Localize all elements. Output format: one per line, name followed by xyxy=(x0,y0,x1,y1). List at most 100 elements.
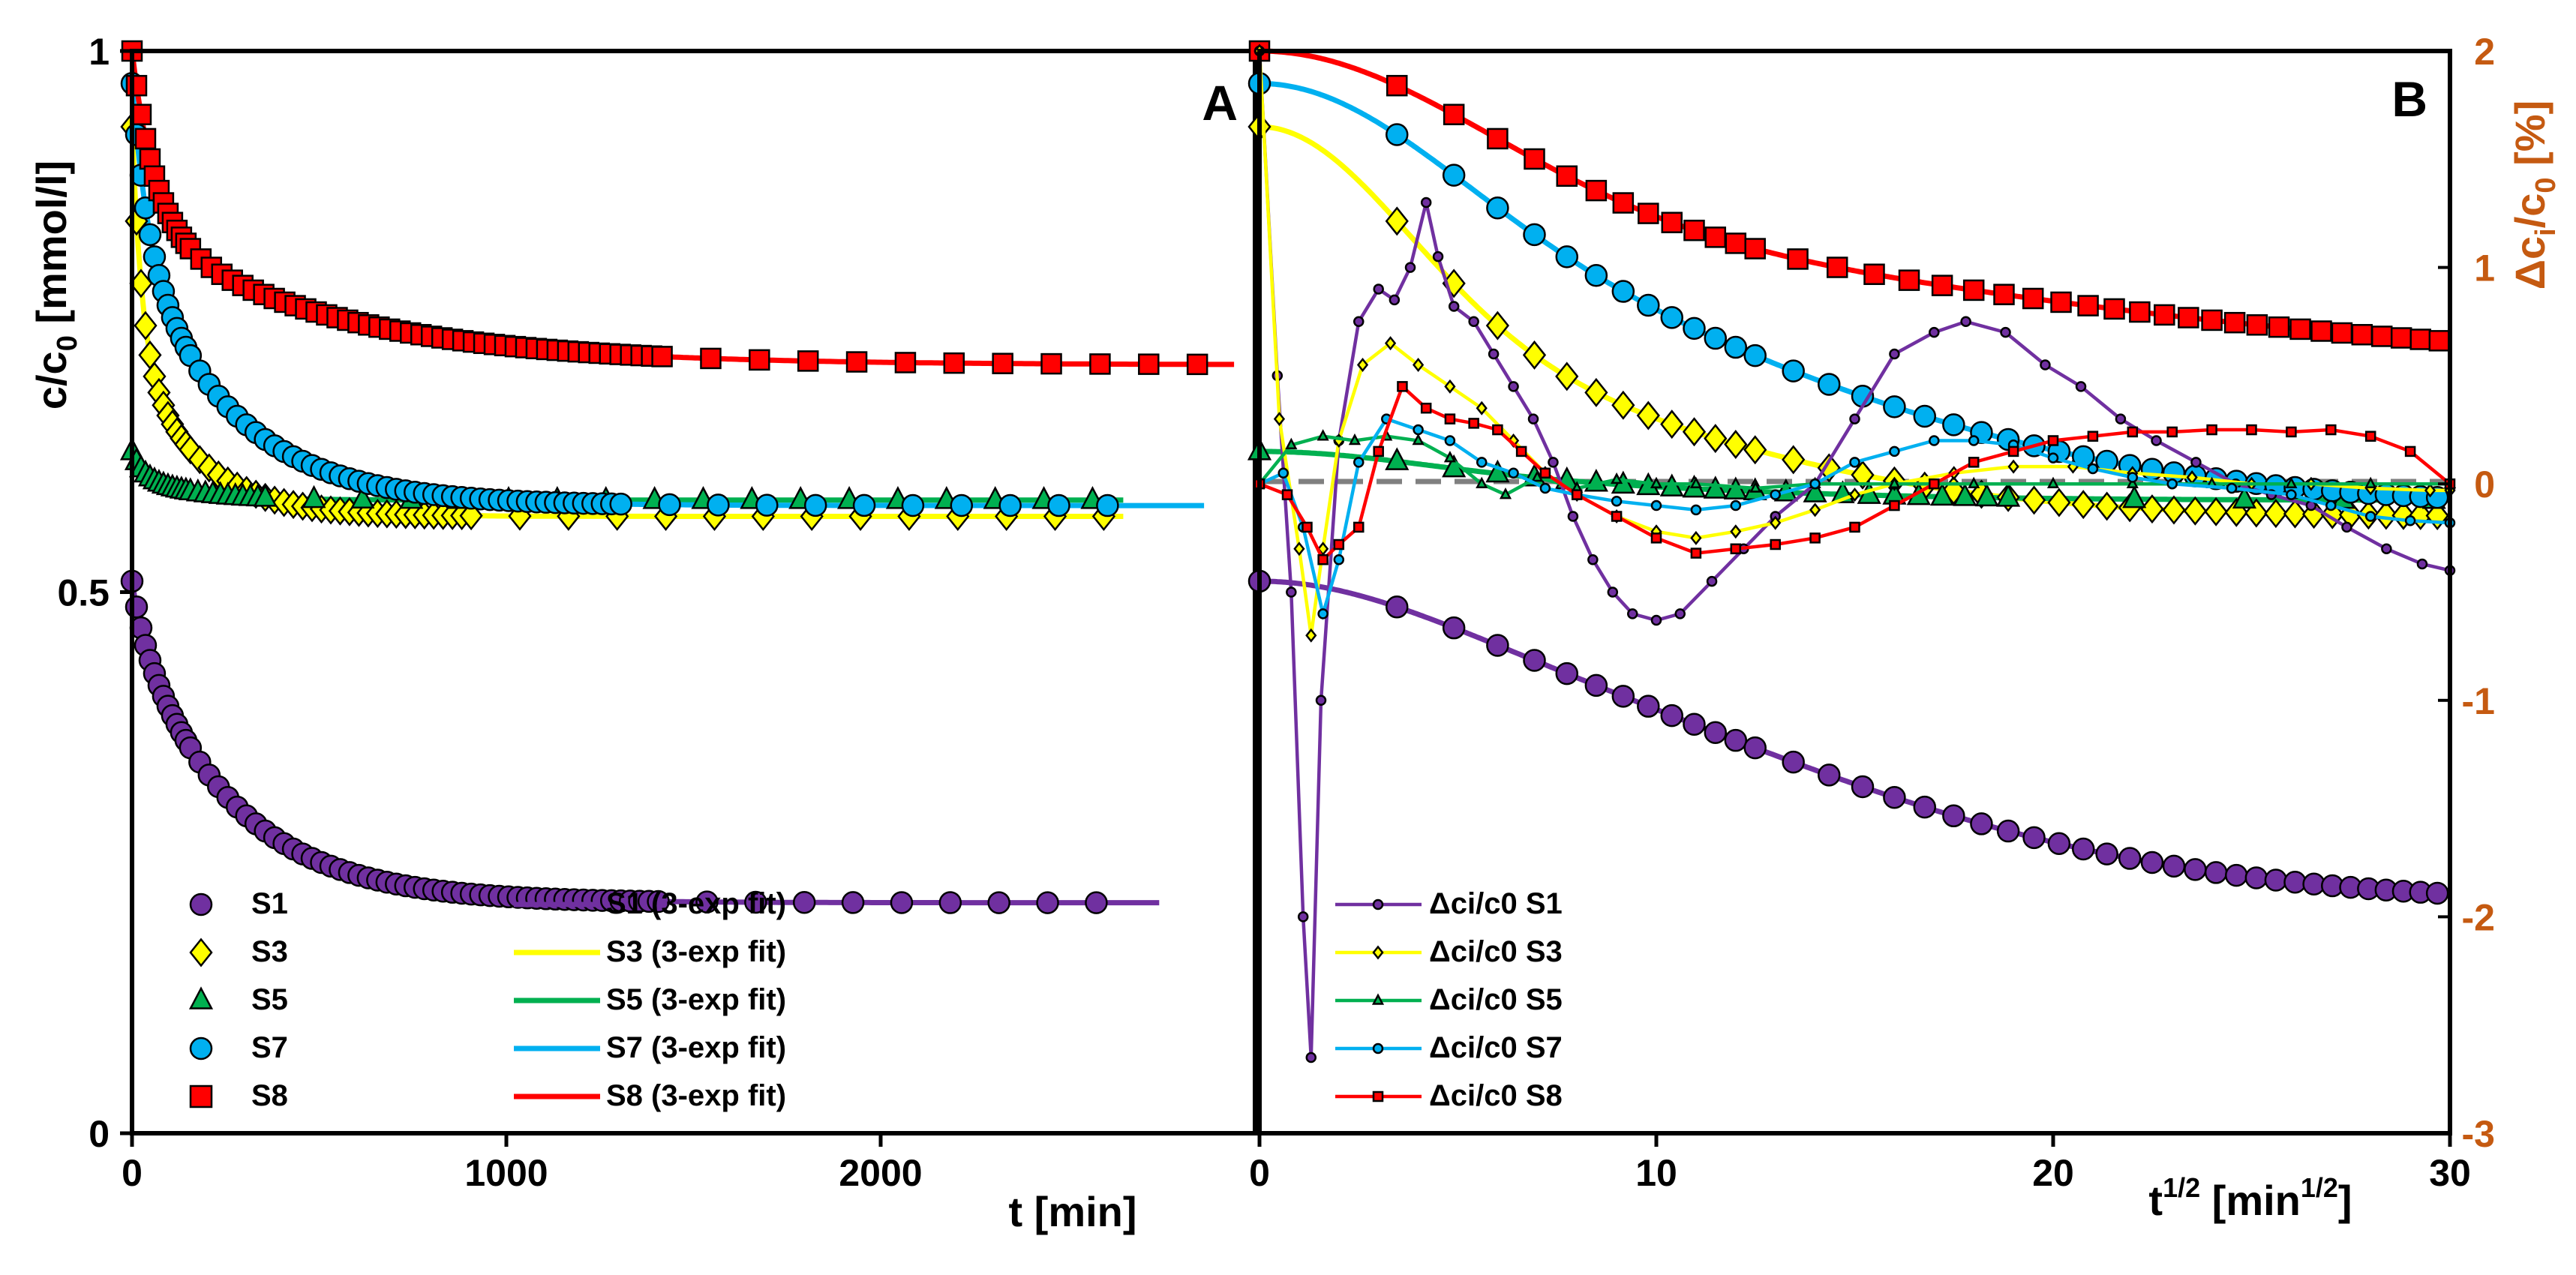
a-ticks: 0 1000 2000 0 0.5 1 xyxy=(57,31,922,1194)
data-point-a-s7 xyxy=(1047,494,1070,518)
legend-label-s8: S8 xyxy=(251,1079,288,1112)
data-point-b-s1 xyxy=(2244,866,2268,890)
data-point-b-s3 xyxy=(1522,340,1547,370)
data-point-a-s7 xyxy=(755,494,779,517)
y-title-tail: [mmol/l] xyxy=(28,160,75,335)
legend-fit-label-s5: S5 (3-exp fit) xyxy=(606,983,786,1016)
deviation-point-s1 xyxy=(1567,511,1579,522)
data-point-b-s8 xyxy=(1585,179,1608,202)
deviation-point-s1 xyxy=(1468,316,1479,327)
deviation-point-s3 xyxy=(1476,400,1488,416)
deviation-point-s1 xyxy=(1960,316,1971,327)
deviation-point-s1 xyxy=(1305,1052,1317,1064)
x-tick-label-a: 0 xyxy=(122,1152,143,1194)
deviation-point-s3 xyxy=(1384,336,1397,351)
deviation-point-s3 xyxy=(1356,357,1369,372)
legend-fit-label-s3: S3 (3-exp fit) xyxy=(606,935,786,968)
data-point-b-s5 xyxy=(1974,483,1999,507)
deviation-point-s7 xyxy=(1849,457,1860,468)
panel-b-letter: B xyxy=(2391,71,2427,127)
legend-marker-s1 xyxy=(189,892,213,916)
y-tick-label-a: 1 xyxy=(89,31,110,73)
deviation-point-s3 xyxy=(2007,459,2019,474)
deviation-point-s1 xyxy=(1432,250,1444,262)
data-point-b-s1 xyxy=(2140,850,2164,874)
deviation-point-s1 xyxy=(1389,294,1401,306)
data-point-b-s1 xyxy=(1486,634,1509,657)
data-point-b-s1 xyxy=(1818,764,1841,787)
deviation-point-s8 xyxy=(2047,435,2059,446)
legend-marker-s8 xyxy=(189,1084,213,1108)
data-point-b-s3 xyxy=(1743,435,1767,465)
deviation-point-s8 xyxy=(1515,446,1527,458)
data-point-a-s8 xyxy=(943,352,965,374)
data-point-b-s3 xyxy=(1660,410,1684,440)
x-tick-label-b: 20 xyxy=(2032,1152,2074,1194)
deviation-point-s7 xyxy=(1444,435,1456,446)
data-point-b-s8 xyxy=(2289,318,2311,340)
data-point-a-s8 xyxy=(125,74,148,97)
deviation-point-s8 xyxy=(2364,430,2376,442)
data-point-a-s8 xyxy=(700,347,722,370)
deviation-point-s5 xyxy=(1968,476,1980,488)
data-point-b-s7 xyxy=(1743,344,1767,368)
a-markers xyxy=(119,40,1208,914)
deviation-point-s8 xyxy=(1770,538,1781,550)
data-point-b-s8 xyxy=(2077,295,2099,316)
deviation-point-s1 xyxy=(2190,457,2202,468)
deviation-point-s1 xyxy=(2075,381,2087,392)
deviation-point-s8 xyxy=(1333,538,1345,550)
data-point-b-s8 xyxy=(1443,104,1465,125)
data-point-b-s8 xyxy=(2103,298,2125,320)
data-point-b-s3 xyxy=(1385,206,1409,236)
panel-a-y-axis-title: c/c0 [mmol/l] xyxy=(28,160,83,410)
panel-a-x-axis-title: t [min] xyxy=(1008,1188,1136,1235)
deviation-point-s5 xyxy=(1412,433,1425,446)
r-title-sub2: 0 xyxy=(2530,177,2562,193)
data-point-b-s7 xyxy=(1486,196,1509,220)
data-point-b-s1 xyxy=(2184,858,2207,881)
y-title-sub: 0 xyxy=(52,335,83,351)
data-point-b-s1 xyxy=(1584,674,1608,698)
data-point-b-s8 xyxy=(2370,326,2393,347)
x-tick-label-b: 10 xyxy=(1635,1152,1677,1194)
deviation-point-s7 xyxy=(1277,467,1289,479)
deviation-point-s5 xyxy=(1650,476,1663,488)
deviation-line-s3 xyxy=(1257,50,2450,636)
data-point-a-s7 xyxy=(901,494,925,518)
deviation-point-s8 xyxy=(1353,521,1365,533)
data-point-b-s5 xyxy=(1996,484,2021,507)
data-point-b-s8 xyxy=(2246,314,2268,336)
x-tick-label-b: 30 xyxy=(2429,1152,2471,1194)
deviation-point-s1 xyxy=(1929,326,1940,338)
deviation-point-s7 xyxy=(1650,500,1662,512)
deviation-point-s1 xyxy=(2341,521,2352,533)
deviation-point-s1 xyxy=(1650,614,1662,626)
deviation-point-s1 xyxy=(1448,301,1460,312)
data-point-b-s8 xyxy=(1524,148,1545,170)
deviation-point-s1 xyxy=(1286,586,1297,598)
data-point-b-s8 xyxy=(2409,328,2431,350)
data-point-b-s1 xyxy=(1996,819,2020,843)
data-point-b-s8 xyxy=(2331,322,2353,344)
legend-label-s1: S1 xyxy=(251,887,288,920)
data-point-b-s1 xyxy=(1883,785,1906,809)
deviation-point-s7 xyxy=(1889,446,1900,458)
data-point-b-s8 xyxy=(1556,165,1578,188)
data-point-b-s1 xyxy=(1442,616,1466,640)
deviation-point-s7 xyxy=(1333,554,1345,566)
r-title-sub: i xyxy=(2530,228,2562,236)
deviation-point-s1 xyxy=(1849,413,1860,424)
deviation-point-s8 xyxy=(1809,532,1821,544)
x-title-base: t xyxy=(2148,1177,2163,1224)
legend-dev-marker-s8 xyxy=(1372,1090,1384,1102)
deviation-point-s8 xyxy=(2127,426,2139,438)
deviation-point-s7 xyxy=(2127,472,2139,483)
b-deviation-lines xyxy=(1253,44,2457,1064)
panel-b-legend: Δci/c0 S1 Δci/c0 S3 Δci/c0 S5 Δci/c0 S7 Δci/… xyxy=(1335,887,1563,1112)
deviation-point-s7 xyxy=(1413,424,1424,436)
data-point-a-s7 xyxy=(707,494,730,517)
legend-dev-label-s5: Δci/c0 S5 xyxy=(1429,983,1563,1016)
